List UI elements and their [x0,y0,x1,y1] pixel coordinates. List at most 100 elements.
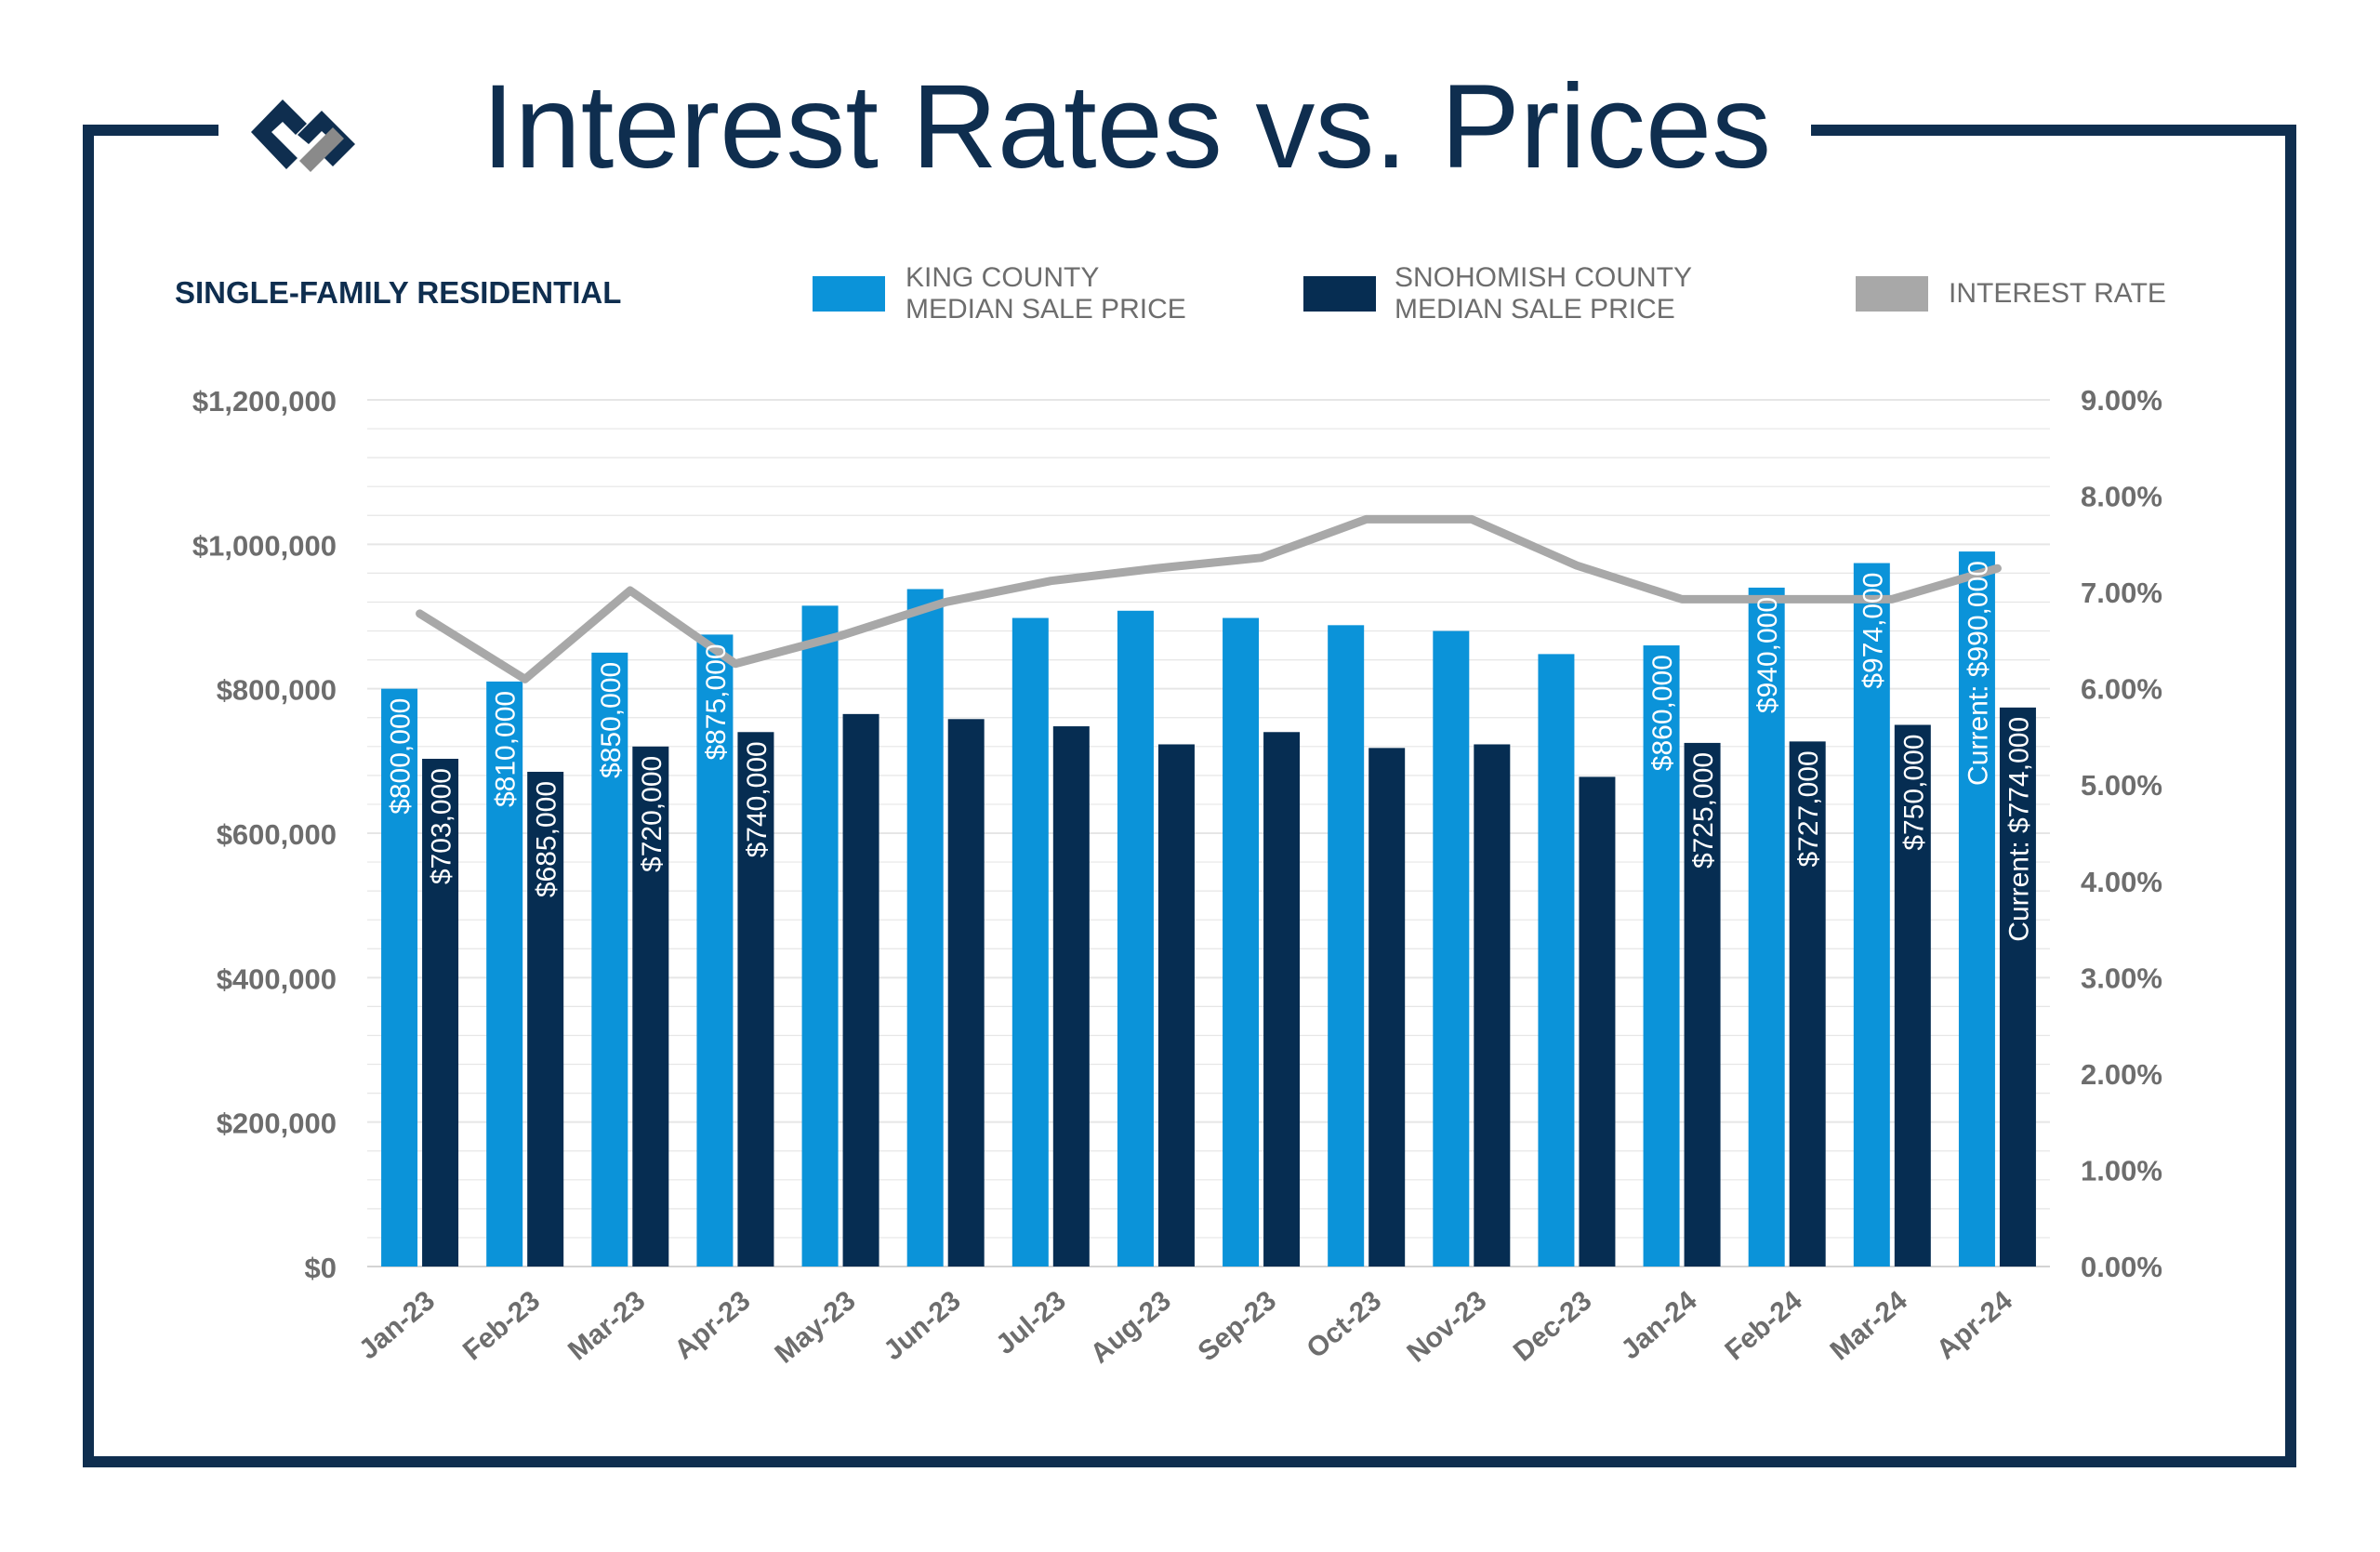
snohomish-county-bar [1474,744,1511,1267]
x-tick-label: Apr-23 [668,1285,756,1365]
snohomish-county-bar [1684,742,1721,1267]
x-tick-label: Jan-23 [353,1285,441,1365]
snohomish-county-bar [1263,732,1301,1267]
legend-swatch-rate [1856,276,1928,312]
x-tick-label: Dec-23 [1508,1285,1598,1368]
x-tick-label: Jun-23 [878,1285,966,1366]
king-county-bar [1958,551,1995,1267]
x-tick-label: Jan-24 [1616,1285,1703,1366]
snohomish-county-bar [527,771,564,1267]
snohomish-county-bar [1789,741,1826,1267]
king-county-bar [1012,617,1049,1267]
x-tick-label: Sep-23 [1192,1285,1282,1368]
x-tick-label: Jul-23 [990,1285,1072,1360]
y-left-tick-label: $1,000,000 [192,529,337,562]
king-value-label: $940,000 [1752,597,1783,713]
snohomish-value-label: $740,000 [742,741,773,857]
y-right-tick-label: 7.00% [2081,577,2162,609]
x-tick-label: Feb-24 [1719,1285,1808,1367]
snohomish-county-bar [737,732,774,1267]
king-county-bar [696,634,734,1267]
y-right-tick-label: 2.00% [2081,1058,2162,1091]
y-left-tick-label: $800,000 [217,674,337,707]
x-tick-label: Mar-24 [1825,1285,1914,1367]
king-county-bar [1223,617,1260,1267]
legend-rate: INTEREST RATE [1949,278,2166,309]
x-tick-label: Mar-23 [562,1285,651,1366]
legend-king-line1: KING COUNTY [906,262,1099,293]
king-county-bar [1117,610,1154,1267]
king-county-bar [1853,563,1890,1267]
y-left-tick-label: $400,000 [217,962,337,995]
king-county-bar [801,605,839,1267]
y-left-tick-label: $600,000 [217,818,337,851]
king-value-label: $810,000 [491,691,522,807]
legend-swatch-king [813,276,885,312]
snohomish-county-bar [422,759,459,1267]
king-county-bar [1328,625,1365,1267]
y-right-tick-label: 3.00% [2081,962,2162,994]
page-title: Interest Rates vs. Prices [482,60,1771,193]
snohomish-county-bar [947,719,985,1267]
king-value-label: $800,000 [386,698,416,815]
snohomish-county-bar [1368,748,1406,1267]
king-value-label: $974,000 [1858,573,1888,689]
snohomish-value-label: $685,000 [532,781,562,897]
snohomish-value-label: $703,000 [427,768,457,884]
legend-snohomish-line2: MEDIAN SALE PRICE [1395,294,1675,325]
x-tick-label: May-23 [769,1285,861,1370]
x-axis: Jan-23 Feb-23 Mar-23 Apr-23 May-23 Jun-23 Jul-… [353,1285,2018,1370]
snohomish-value-label: $720,000 [637,756,668,872]
snohomish-value-label: $750,000 [1898,735,1929,851]
chart-subtitle: SINGLE-FAMILY RESIDENTIAL [175,275,621,310]
x-tick-label: Aug-23 [1085,1285,1177,1370]
snohomish-value-label: $725,000 [1688,752,1719,869]
y-right-tick-label: 1.00% [2081,1154,2162,1187]
y-right-tick-label: 0.00% [2081,1251,2162,1283]
snohomish-value-label: $727,000 [1793,750,1824,867]
snohomish-county-bar [1894,724,1931,1267]
x-tick-label: Oct-23 [1301,1285,1387,1364]
y-axis-right: 0.00% 1.00% 2.00% 3.00% 4.00% 5.00% 6.00% 7.00%… [2081,384,2162,1283]
king-county-bar [1538,654,1575,1267]
y-right-tick-label: 4.00% [2081,866,2162,898]
y-right-tick-label: 8.00% [2081,481,2162,513]
y-left-tick-label: $0 [305,1252,337,1284]
y-left-tick-label: $200,000 [217,1108,337,1140]
snohomish-county-bar [1157,744,1195,1267]
king-county-bar [591,652,628,1267]
king-county-bar [486,681,523,1267]
frame-border [83,125,2296,1467]
interest-rate-line [416,514,2002,683]
y-right-tick-label: 6.00% [2081,673,2162,706]
legend: KING COUNTY MEDIAN SALE PRICE SNOHOMISH … [813,262,2166,325]
legend-swatch-snohomish [1303,276,1376,312]
y-left-tick-label: $1,200,000 [192,385,337,418]
king-value-label: $850,000 [596,662,627,778]
y-right-tick-label: 9.00% [2081,384,2162,417]
king-value-label: $875,000 [701,643,732,760]
king-county-bar [1748,587,1785,1267]
x-tick-label: Apr-24 [1931,1285,2018,1366]
king-county-bar [1643,645,1680,1267]
snohomish-county-bar [1579,776,1616,1267]
brand-logo-icon [251,99,355,172]
king-value-label: Current: $990,000 [1963,561,1993,786]
bar-value-labels: $800,000 $703,000 $810,000 $685,000 $850,000… [386,561,2035,942]
y-axis-left: $0 $200,000 $400,000 $600,000 $800,000 $1,000… [192,385,337,1284]
y-right-tick-label: 5.00% [2081,769,2162,802]
legend-king-line2: MEDIAN SALE PRICE [906,294,1186,325]
snohomish-value-label: Current: $774,000 [2003,717,2034,942]
king-county-bar [906,589,944,1267]
snohomish-county-bar [1999,707,2036,1267]
king-county-bar [1433,630,1470,1267]
x-tick-label: Nov-23 [1401,1285,1492,1369]
snohomish-county-bar [842,713,879,1267]
snohomish-county-bar [1052,726,1090,1267]
king-county-bar [381,688,418,1267]
interest-rate-series-line [416,514,2002,683]
x-tick-label: Feb-23 [457,1285,546,1366]
bars [381,551,2036,1267]
